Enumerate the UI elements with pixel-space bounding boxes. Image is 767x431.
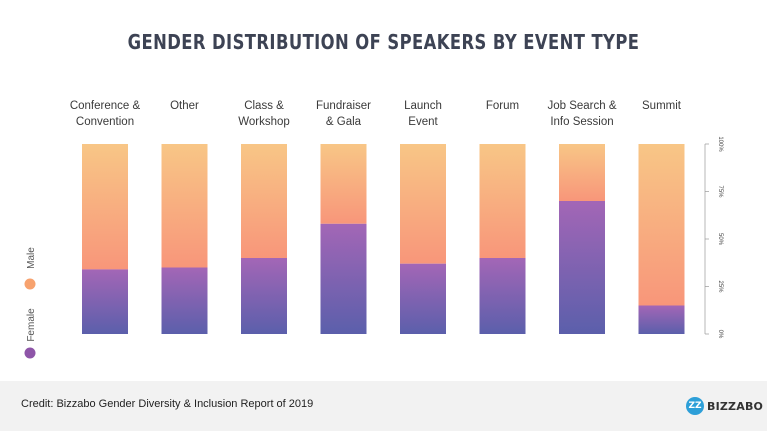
bizzabo-logo[interactable]: ZZ BIZZABO: [686, 395, 763, 417]
bar-female-7: [638, 305, 685, 334]
y-tick-label: 25%: [717, 280, 723, 293]
stacked-bar-chart: Conference & Convention Other Class & Worksh…: [24, 100, 723, 359]
bar-female-4: [400, 263, 446, 334]
category-label: Conference & Convention: [70, 100, 141, 128]
bar-male-6: [559, 144, 605, 201]
category-label: Summit: [642, 100, 682, 112]
chart-title: GENDER DISTRIBUTION OF SPEAKERS BY EVENT…: [127, 30, 640, 54]
bar-female-2: [241, 258, 287, 334]
legend-label-female: Female: [26, 308, 37, 342]
bar-female-3: [320, 223, 367, 334]
bar-male-4: [400, 144, 446, 264]
bizzabo-logo-text: BIZZABO: [707, 399, 764, 413]
category-label: Other: [170, 100, 199, 112]
bar-male-5: [479, 144, 526, 258]
y-tick-label: 0%: [717, 330, 723, 339]
bar-female-1: [161, 267, 208, 334]
bar-male-1: [161, 144, 208, 268]
category-label: Job Search & Info Session: [547, 100, 616, 128]
bar-male-0: [82, 144, 128, 270]
category-label: Launch Event: [404, 100, 442, 128]
category-label: Class & Workshop: [238, 100, 290, 128]
bar-male-3: [320, 144, 367, 224]
footer: Credit: Bizzabo Gender Diversity & Inclu…: [0, 381, 767, 431]
category-label: Forum: [486, 100, 519, 112]
legend-label-male: Male: [26, 247, 37, 269]
bar-male-7: [638, 144, 685, 306]
bar-male-2: [241, 144, 287, 258]
bar-female-6: [559, 201, 605, 334]
bar-female-0: [82, 269, 128, 334]
credit-text: Credit: Bizzabo Gender Diversity & Inclu…: [21, 398, 314, 410]
y-tick-label: 50%: [717, 233, 723, 246]
legend-dot-female: [24, 347, 36, 359]
y-tick-label: 100%: [717, 136, 723, 152]
y-tick-label: 75%: [717, 185, 723, 198]
category-label: Fundraiser & Gala: [316, 100, 371, 128]
bar-female-5: [479, 258, 526, 334]
legend-dot-male: [24, 278, 36, 290]
bizzabo-logo-icon: ZZ: [686, 397, 704, 415]
